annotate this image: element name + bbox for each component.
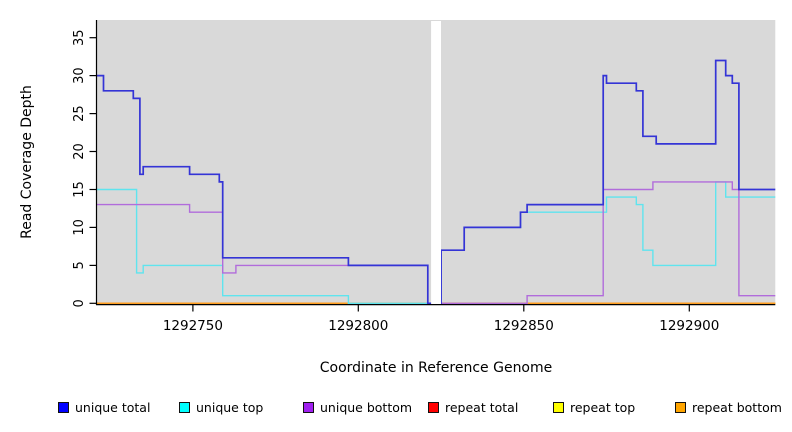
legend-item-repeat-top: repeat top [553,397,635,417]
x-tick-label: 1292900 [659,318,719,334]
y-tick-label: 0 [72,299,87,307]
y-tick-label: 30 [72,67,87,84]
legend-swatch-unique-total [58,401,69,413]
x-tick-label: 1292800 [328,318,388,334]
y-axis-title: Read Coverage Depth [19,85,35,239]
x-tick-label: 1292850 [494,318,554,334]
y-tick-label: 15 [72,181,87,198]
coverage-gap-band [431,21,441,304]
legend-item-unique-top: unique top [179,397,263,417]
y-tick-label: 5 [72,261,87,269]
legend-swatch-unique-top [179,401,190,413]
legend-swatch-unique-bottom [303,401,314,413]
y-tick-label: 35 [72,29,87,46]
y-tick-label: 10 [72,219,87,236]
x-axis-title: Coordinate in Reference Genome [319,360,553,376]
legend-item-repeat-bottom: repeat bottom [675,397,782,417]
legend-swatch-repeat-total [428,401,439,413]
legend-swatch-repeat-bottom [675,401,686,413]
legend-label: unique bottom [320,399,413,415]
legend-label: repeat bottom [692,399,782,415]
legend-item-unique-bottom: unique bottom [303,397,412,417]
legend-item-unique-total: unique total [58,397,150,417]
legend: unique total unique top unique bottom repea… [0,397,792,419]
y-tick-label: 25 [72,105,87,122]
legend-label: repeat top [570,399,636,415]
legend-label: unique top [196,399,264,415]
legend-swatch-repeat-top [553,401,564,413]
legend-label: unique total [75,399,151,415]
legend-label: repeat total [445,399,519,415]
series-line-unique-total [96,59,776,305]
legend-item-repeat-total: repeat total [428,397,518,417]
y-tick-label: 20 [72,143,87,160]
x-tick-label: 1292750 [163,318,223,334]
